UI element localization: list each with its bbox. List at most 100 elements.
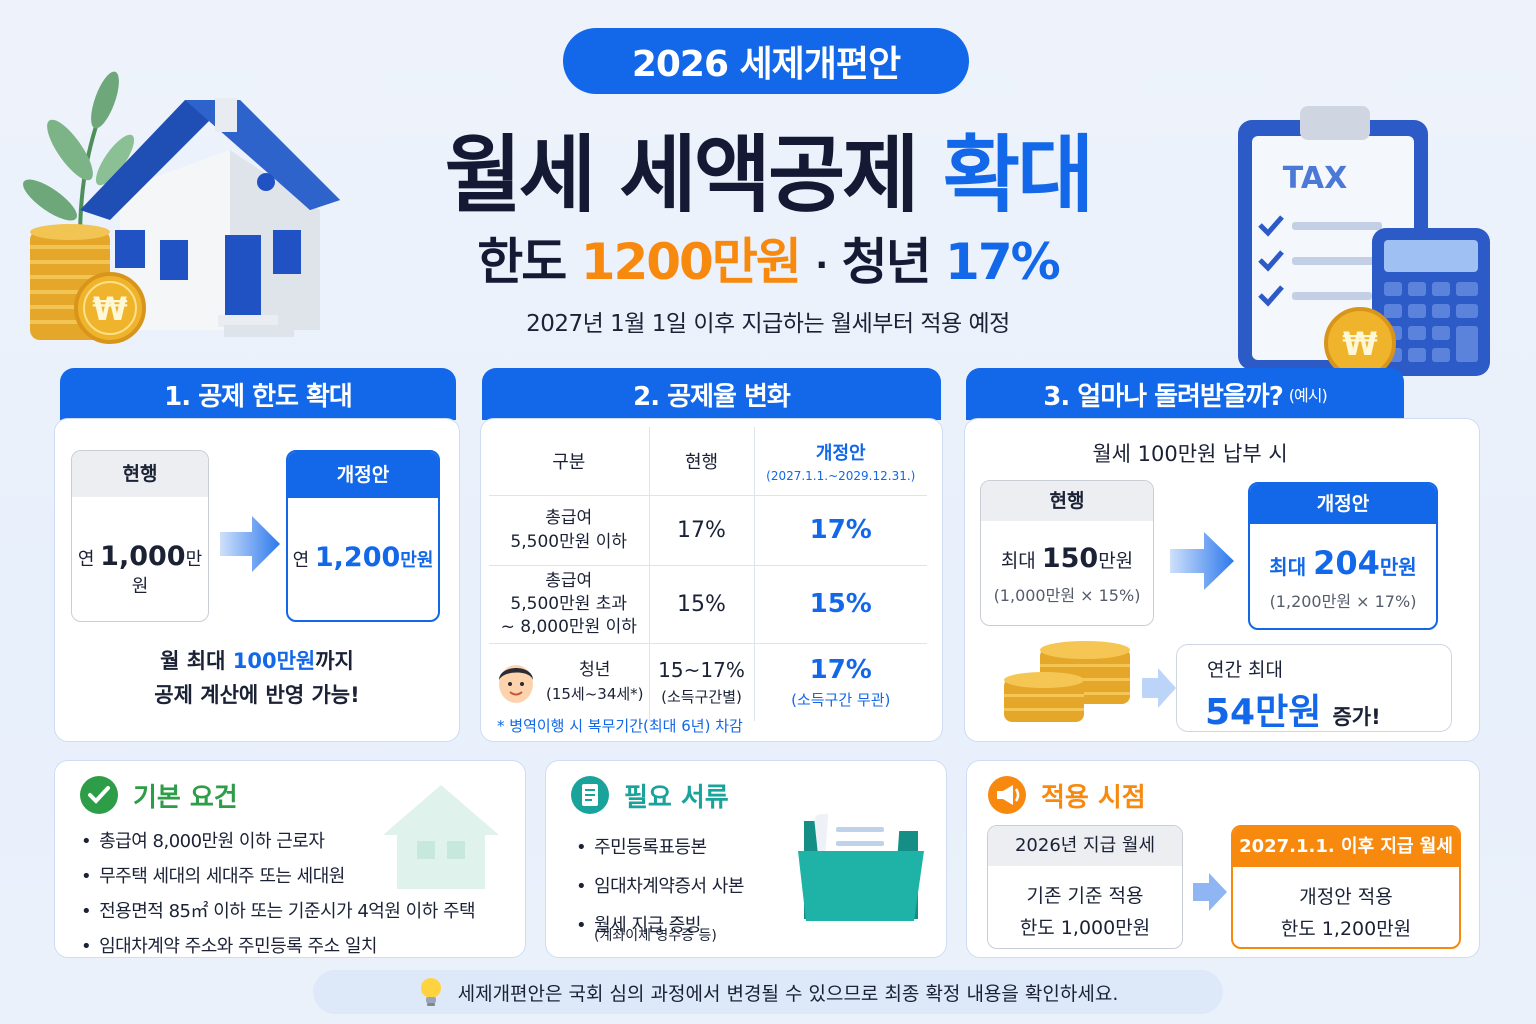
row-label-line: (15세~34세*) [545, 685, 644, 704]
documents-card: 필요 서류 주민등록표등본 임대차계약증서 사본 월세 지급 증빙 (계좌이체 … [545, 760, 947, 958]
disclaimer-text: 세제개편안은 국회 심의 과정에서 변경될 수 있으므로 최종 확정 내용을 확… [457, 982, 1119, 1005]
won-coin-icon: ₩ [1342, 325, 1377, 363]
row-new-note: (소득구간 무관) [791, 690, 891, 709]
requirements-list: 총급여 8,000만원 이하 근로자 무주택 세대의 세대주 또는 세대원 전용… [81, 827, 476, 967]
rate-header-category: 구분 [489, 427, 649, 496]
rate-header-new-period: (2027.1.1.~2029.12.31.) [766, 468, 916, 483]
row-label-line: ~ 8,000만원 이하 [500, 616, 637, 637]
refund-gain-value: 54만원 [1205, 692, 1322, 733]
arrow-right-icon [1142, 668, 1176, 708]
refund-new-formula: (1,200만원 × 17%) [1269, 592, 1417, 611]
limit-new-unit: 만원 [400, 550, 434, 571]
row-new-rate: 17% [809, 654, 872, 685]
refund-current-formula: (1,000만원 × 15%) [993, 586, 1141, 605]
row-label-line: 총급여 [545, 508, 593, 528]
limit-current-prefix: 연 [77, 549, 95, 570]
refund-new-value: 204 [1313, 544, 1380, 582]
refund-gain-box: 연간 최대 54만원 증가! [1176, 644, 1452, 733]
row-label-line: 청년 [579, 660, 611, 681]
section-refund-title: 3. 얼마나 돌려받을까? (예시) [966, 368, 1404, 420]
table-row: 청년 (15세~34세*) 15~17% (소득구간별) 17% (소득구간 무… [489, 643, 927, 721]
tax-label: TAX [1283, 161, 1347, 196]
won-coin-icon: ₩ [92, 290, 127, 328]
tax-clipboard-illustration: TAX ₩ [1238, 106, 1490, 379]
section-refund-title-text: 3. 얼마나 돌려받을까? [1043, 381, 1284, 412]
timing-title: 적용 시점 [1041, 782, 1146, 813]
timing-old-line1: 기존 기준 적용 [1026, 885, 1144, 907]
refund-new-prefix: 최대 [1269, 555, 1307, 579]
arrow-right-icon [1170, 532, 1234, 590]
effective-date-note: 2027년 1월 1일 이후 지급하는 월세부터 적용 예정 [526, 311, 1010, 337]
title-accent: 확대 [942, 126, 1095, 224]
table-row: 총급여 5,500만원 초과 ~ 8,000만원 이하 15% 15% [489, 565, 927, 644]
limit-new-value: 1,200 [314, 542, 401, 573]
refund-gain-suffix: 증가! [1332, 705, 1381, 729]
limit-new-label: 개정안 [288, 452, 438, 498]
refund-current-prefix: 최대 [1000, 550, 1036, 572]
subtitle-limit-label: 한도 [477, 233, 567, 291]
refund-new-unit: 만원 [1379, 555, 1417, 579]
row-current-rate: 17% [648, 495, 754, 566]
refund-scenario: 월세 100만원 납부 시 [1092, 442, 1288, 466]
check-circle-icon [80, 776, 118, 814]
lightbulb-icon [420, 978, 441, 1006]
limit-new-box: 개정안 연 1,200만원 [286, 450, 440, 622]
limit-note-prefix: 월 최대 [160, 649, 226, 673]
timing-old-box: 2026년 지급 월세 기존 기준 적용 한도 1,000만원 [987, 825, 1183, 949]
list-item: 주민등록표등본 [576, 833, 744, 859]
rate-table: 구분 현행 개정안 (2027.1.1.~2029.12.31.) 총급여 5,… [489, 427, 927, 721]
timing-new-line1: 개정안 적용 [1299, 886, 1393, 908]
section-limit: 1. 공제 한도 확대 현행 연 1,000만원 개정안 연 1,200만원 월… [54, 368, 460, 742]
list-item: 월세 지급 증빙 [576, 911, 744, 937]
documents-list: 주민등록표등본 임대차계약증서 사본 월세 지급 증빙 [576, 833, 744, 939]
title-main: 월세 세액공제 [444, 126, 920, 224]
megaphone-icon [988, 776, 1026, 814]
refund-gain-label: 연간 최대 [1207, 659, 1283, 681]
refund-current-unit: 만원 [1098, 550, 1134, 572]
timing-new-line2: 한도 1,200만원 [1280, 918, 1412, 940]
documents-title: 필요 서류 [624, 782, 729, 813]
limit-current-label: 현행 [72, 451, 208, 497]
folder-icon [798, 802, 924, 921]
plant-icon [23, 71, 135, 241]
page-title: 월세 세액공제 확대 [300, 108, 1236, 224]
arrow-right-icon [220, 516, 280, 572]
subtitle-limit-value: 1200만원 [580, 233, 802, 291]
rate-footnote: * 병역이행 시 복무기간(최대 6년) 차감 [497, 717, 743, 735]
arrow-right-icon [1193, 873, 1227, 911]
youth-avatar-icon [498, 665, 533, 704]
subtitle-youth-rate: 17% [945, 233, 1061, 291]
requirements-card: 기본 요건 총급여 8,000만원 이하 근로자 무주택 세대의 세대주 또는 … [54, 760, 526, 958]
row-new-rate: 15% [753, 565, 927, 644]
row-new-rate: 17% [753, 495, 927, 566]
limit-note-value: 100만원 [232, 649, 316, 673]
list-item: 무주택 세대의 세대주 또는 세대원 [81, 862, 475, 888]
subtitle-youth-label: 청년 [841, 233, 932, 291]
rate-header-current: 현행 [648, 427, 754, 496]
refund-current-box: 현행 최대 150만원 (1,000만원 × 15%) [980, 480, 1154, 626]
coin-stack-icon [1004, 641, 1130, 722]
disclaimer-banner: 세제개편안은 국회 심의 과정에서 변경될 수 있으므로 최종 확정 내용을 확… [313, 970, 1223, 1014]
section-rate: 2. 공제율 변화 구분 현행 개정안 (2027.1.1.~2029.12.3… [480, 368, 943, 742]
limit-note-line2: 공제 계산에 반영 가능! [154, 683, 360, 707]
timing-old-line2: 한도 1,000만원 [1019, 917, 1151, 939]
list-item: 총급여 8,000만원 이하 근로자 [81, 827, 475, 853]
row-label-line: 5,500만원 초과 [510, 593, 628, 614]
list-item: 전용면적 85㎡ 이하 또는 기준시가 4억원 이하 주택 [81, 897, 476, 923]
list-item: 임대차계약증서 사본 [576, 872, 744, 898]
list-item: 임대차계약 주소와 주민등록 주소 일치 [81, 932, 475, 958]
timing-new-label: 2027.1.1. 이후 지급 월세 [1233, 827, 1459, 867]
limit-current-unit: 만원 [131, 549, 203, 597]
timing-card: 적용 시점 2026년 지급 월세 기존 기준 적용 한도 1,000만원 20… [966, 760, 1480, 958]
row-label-line: 총급여 [545, 570, 593, 591]
requirements-title: 기본 요건 [133, 782, 238, 813]
document-icon [571, 776, 609, 814]
refund-new-box: 개정안 최대 204만원 (1,200만원 × 17%) [1248, 482, 1438, 630]
timing-old-label: 2026년 지급 월세 [988, 826, 1182, 866]
section-limit-title: 1. 공제 한도 확대 [60, 368, 456, 420]
refund-current-value: 150 [1041, 543, 1099, 574]
limit-note: 월 최대 100만원까지 공제 계산에 반영 가능! [54, 644, 460, 712]
section-refund-title-suffix: (예시) [1288, 386, 1328, 405]
year-badge: 2026 세제개편안 [563, 28, 969, 94]
refund-current-label: 현행 [981, 481, 1153, 521]
